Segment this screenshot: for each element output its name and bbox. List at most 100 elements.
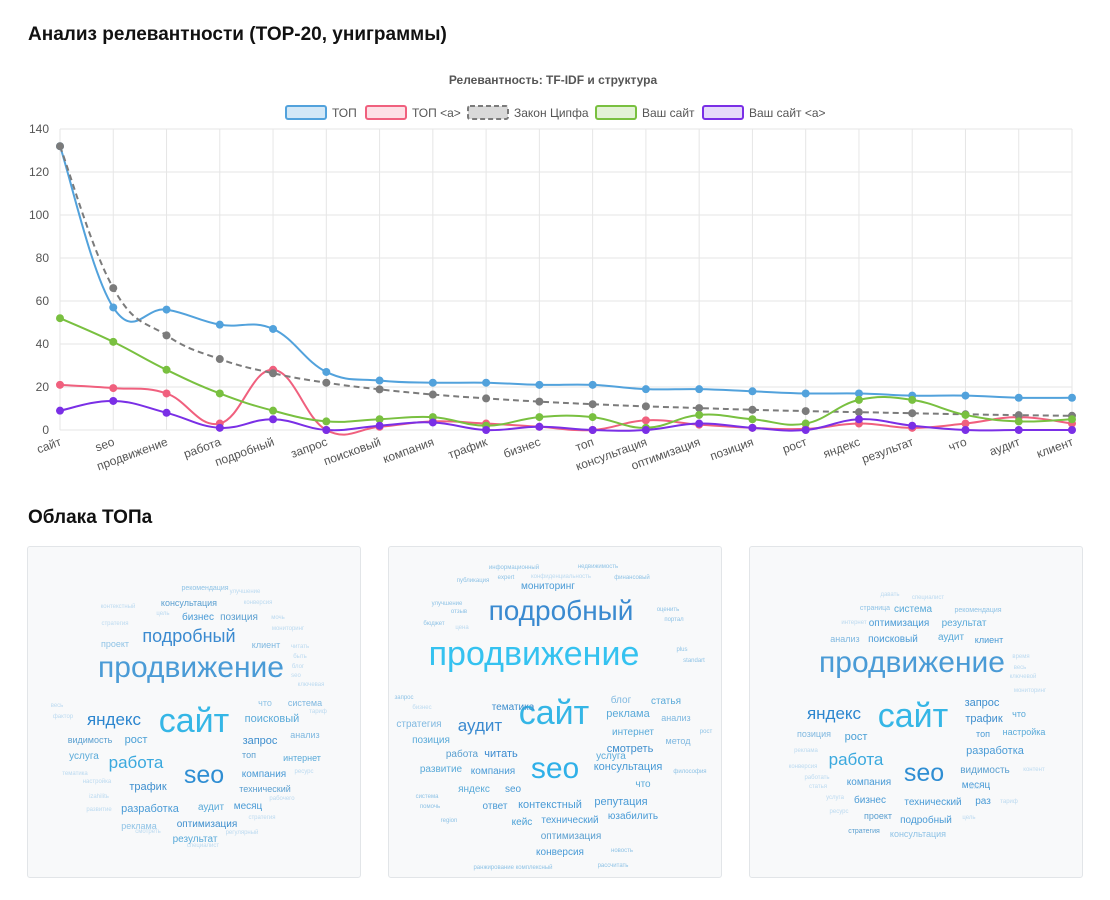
data-point[interactable] <box>695 404 704 413</box>
data-point[interactable] <box>588 413 597 422</box>
data-point[interactable] <box>748 423 757 432</box>
data-point[interactable] <box>1068 426 1076 434</box>
legend-item[interactable]: Ваш сайт <a> <box>702 105 826 120</box>
cloud-word: рабочего <box>269 796 295 802</box>
data-point[interactable] <box>215 423 224 432</box>
data-point[interactable] <box>748 405 757 414</box>
cloud-word: поисковый <box>868 634 918 645</box>
data-point[interactable] <box>322 378 331 387</box>
data-point[interactable] <box>801 419 810 428</box>
data-point[interactable] <box>322 367 331 376</box>
word-cloud-3-svg: продвижение сайт seo яндекс работа запрос траф… <box>789 592 1047 839</box>
data-point[interactable] <box>854 408 863 417</box>
data-point[interactable] <box>269 415 278 424</box>
data-point[interactable] <box>56 314 64 323</box>
data-point[interactable] <box>162 365 171 374</box>
data-point[interactable] <box>269 369 278 378</box>
data-point[interactable] <box>1068 393 1076 402</box>
data-point[interactable] <box>215 355 224 364</box>
legend-item[interactable]: ТОП <a> <box>365 105 461 120</box>
data-point[interactable] <box>322 417 331 426</box>
cloud-word: реклама <box>606 708 650 720</box>
data-point[interactable] <box>1014 426 1023 434</box>
data-point[interactable] <box>269 324 278 333</box>
data-point[interactable] <box>535 413 544 422</box>
data-point[interactable] <box>908 395 917 404</box>
data-point[interactable] <box>641 402 650 411</box>
data-point[interactable] <box>748 415 757 424</box>
data-point[interactable] <box>535 380 544 389</box>
data-point[interactable] <box>961 426 970 434</box>
data-point[interactable] <box>641 426 650 434</box>
legend-item[interactable]: ТОП <box>285 105 357 120</box>
data-point[interactable] <box>269 406 278 415</box>
data-point[interactable] <box>641 385 650 394</box>
data-point[interactable] <box>695 410 704 419</box>
data-point[interactable] <box>535 422 544 431</box>
cloud-word: месяц <box>234 801 263 812</box>
data-point[interactable] <box>109 284 118 293</box>
data-point[interactable] <box>162 408 171 417</box>
data-point[interactable] <box>588 400 597 409</box>
data-point[interactable] <box>482 426 491 434</box>
data-point[interactable] <box>588 426 597 434</box>
cloud-word: работа <box>109 753 164 772</box>
data-point[interactable] <box>162 331 171 340</box>
data-point[interactable] <box>588 380 597 389</box>
cloud-word: конверсия <box>244 600 273 606</box>
data-point[interactable] <box>961 419 970 428</box>
y-tick-label: 20 <box>36 380 50 394</box>
data-point[interactable] <box>535 397 544 406</box>
cloud-word: тариф <box>309 709 327 715</box>
cloud-word: время <box>1012 654 1029 660</box>
data-point[interactable] <box>109 303 118 312</box>
cloud-word: standart <box>683 658 705 664</box>
data-point[interactable] <box>109 384 118 393</box>
data-point[interactable] <box>322 426 331 434</box>
data-point[interactable] <box>428 378 437 387</box>
data-point[interactable] <box>641 416 650 425</box>
legend-item[interactable]: Ваш сайт <box>595 105 695 120</box>
data-point[interactable] <box>801 426 810 434</box>
data-point[interactable] <box>56 406 64 415</box>
cloud-word: ответ <box>483 801 508 812</box>
cloud-word: ресурс <box>830 809 849 815</box>
data-point[interactable] <box>56 142 64 151</box>
data-point[interactable] <box>428 390 437 399</box>
data-point[interactable] <box>801 389 810 398</box>
data-point[interactable] <box>1014 417 1023 426</box>
data-point[interactable] <box>908 421 917 430</box>
legend-label: Ваш сайт <box>642 106 695 120</box>
data-point[interactable] <box>109 337 118 346</box>
data-point[interactable] <box>1014 411 1023 420</box>
data-point[interactable] <box>482 378 491 387</box>
data-point[interactable] <box>961 391 970 400</box>
cloud-word: цель <box>962 815 975 821</box>
data-point[interactable] <box>854 389 863 398</box>
data-point[interactable] <box>482 394 491 403</box>
data-point[interactable] <box>162 305 171 314</box>
data-point[interactable] <box>695 419 704 428</box>
data-point[interactable] <box>428 418 437 427</box>
data-point[interactable] <box>375 415 384 424</box>
data-point[interactable] <box>1014 393 1023 402</box>
data-point[interactable] <box>695 385 704 394</box>
data-point[interactable] <box>375 376 384 385</box>
data-point[interactable] <box>748 387 757 396</box>
data-point[interactable] <box>961 410 970 419</box>
data-point[interactable] <box>215 389 224 398</box>
data-point[interactable] <box>854 395 863 404</box>
data-point[interactable] <box>375 421 384 430</box>
data-point[interactable] <box>1068 415 1076 424</box>
data-point[interactable] <box>162 389 171 398</box>
data-point[interactable] <box>854 415 863 424</box>
data-point[interactable] <box>109 396 118 405</box>
data-point[interactable] <box>215 320 224 329</box>
cloud-word: izahilitь <box>89 794 109 800</box>
data-point[interactable] <box>908 409 917 418</box>
data-point[interactable] <box>801 407 810 416</box>
data-point[interactable] <box>56 380 64 389</box>
data-point[interactable] <box>375 385 384 394</box>
legend-item[interactable]: Закон Ципфа <box>467 105 589 120</box>
cloud-word: система <box>894 604 932 615</box>
